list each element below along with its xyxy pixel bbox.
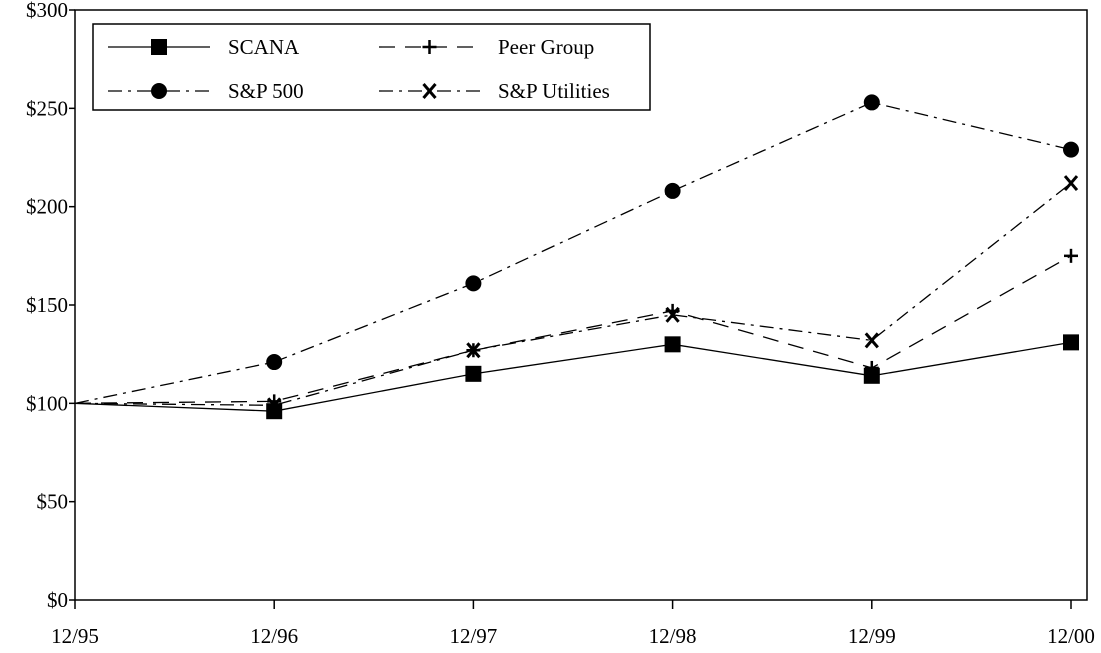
data-point (664, 182, 681, 199)
data-point (864, 332, 879, 349)
series-line (74, 341, 1072, 412)
data-point (266, 403, 283, 420)
legend-item: Peer Group (379, 35, 594, 59)
legend-marker (422, 83, 437, 99)
series-s-p-500 (74, 94, 1079, 404)
series-s-p-utilities (74, 175, 1079, 414)
y-tick-label: $50 (37, 490, 69, 514)
x-stroke-2 (267, 397, 282, 414)
axes: $0 $50 $100 $150 $200 $250 $300 12/95 12/96 12/97… (26, 0, 1095, 648)
legend-label: SCANA (228, 35, 300, 59)
legend-marker (151, 83, 167, 99)
series-line (74, 255, 1072, 404)
x-tick-label: 12/96 (250, 624, 298, 648)
legend: SCANA Peer Group S&P 500 S&P Utilities (92, 23, 651, 111)
legend-marker (151, 39, 167, 55)
x-stroke-2 (466, 342, 481, 359)
x-stroke-2 (665, 306, 680, 323)
y-tick-label: $200 (26, 195, 68, 219)
data-point (665, 306, 680, 323)
series-peer-group (74, 248, 1078, 409)
data-point (266, 354, 283, 371)
x-stroke-2 (1063, 175, 1079, 192)
data-point (1063, 334, 1079, 351)
data-point (664, 336, 681, 353)
y-tick-label: $300 (26, 0, 68, 22)
x-tick-label: 12/98 (649, 624, 697, 648)
x-tick-label: 12/00 (1047, 624, 1095, 648)
legend-label: S&P Utilities (498, 79, 610, 103)
data-point (267, 397, 282, 414)
legend-label: Peer Group (498, 35, 594, 59)
data-point (863, 94, 880, 111)
legend-label: S&P 500 (228, 79, 304, 103)
series-layer (74, 94, 1079, 420)
data-point (465, 275, 482, 292)
legend-item: SCANA (108, 35, 300, 59)
y-tick-label: $0 (47, 588, 68, 612)
series-line (74, 101, 1072, 404)
data-point (1064, 248, 1078, 263)
legend-box (92, 23, 651, 111)
data-point (466, 342, 481, 359)
data-point (1063, 141, 1079, 158)
x-stroke-2 (864, 332, 879, 349)
data-point (863, 367, 880, 384)
x-tick-label: 12/95 (51, 624, 99, 648)
x-tick-label: 12/97 (449, 624, 497, 648)
legend-marker (422, 40, 437, 54)
legend-item: S&P 500 (108, 79, 304, 103)
legend-item: S&P Utilities (379, 79, 610, 103)
data-point (864, 360, 879, 375)
data-point (465, 365, 482, 382)
x-stroke-2 (422, 83, 437, 99)
series-scana (74, 334, 1079, 420)
x-tick-label: 12/99 (848, 624, 896, 648)
y-tick-label: $250 (26, 96, 68, 120)
y-tick-label: $100 (26, 391, 68, 415)
data-point (1063, 175, 1079, 192)
series-line (74, 182, 1072, 406)
y-tick-label: $150 (26, 293, 68, 317)
